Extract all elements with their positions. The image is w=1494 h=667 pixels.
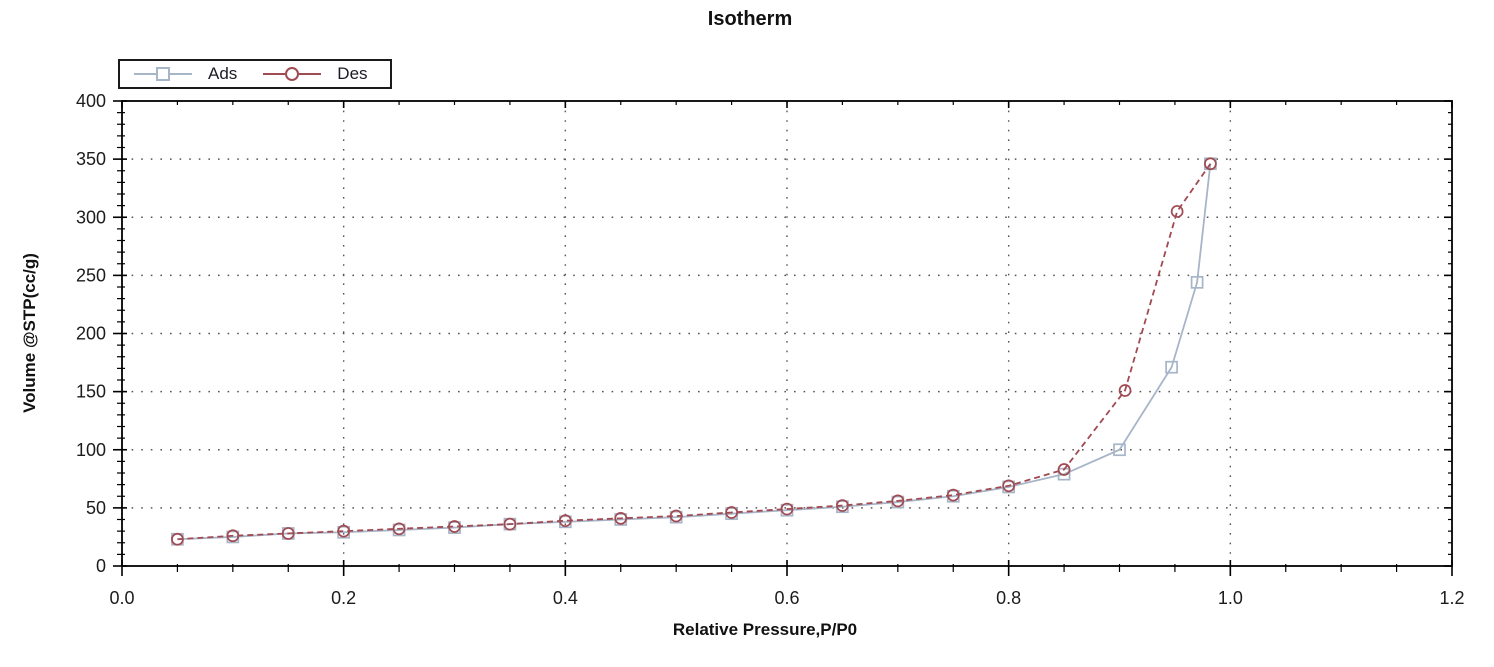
des-data-point-marker — [1170, 205, 1184, 218]
des-data-point-marker — [669, 509, 683, 523]
legend: Ads Des — [118, 59, 392, 89]
plot-frame — [121, 100, 1453, 567]
des-data-point-marker — [614, 511, 628, 525]
des-data-point-marker — [558, 514, 572, 528]
y-tick-label: 300 — [76, 207, 106, 227]
x-axis-label: Relative Pressure,P/P0 — [672, 620, 858, 639]
y-tick-label: 50 — [86, 498, 106, 518]
y-tick-label: 0 — [96, 556, 106, 576]
x-tick-label: 0.0 — [109, 588, 134, 608]
x-tick-label: 1.0 — [1218, 588, 1243, 608]
ads-swatch — [134, 67, 192, 81]
y-tick-label: 150 — [76, 382, 106, 402]
x-tick-label: 0.2 — [331, 588, 356, 608]
legend-entry-des: Des — [263, 64, 368, 84]
legend-label-ads: Ads — [208, 64, 238, 83]
y-tick-label: 100 — [76, 440, 106, 460]
des-data-point-marker — [891, 494, 905, 508]
y-tick-label: 400 — [76, 91, 106, 111]
des-data-point-marker — [946, 488, 960, 502]
des-data-point-marker — [1204, 157, 1217, 171]
x-tick-label: 0.6 — [774, 588, 799, 608]
legend-entry-ads: Ads — [134, 64, 237, 84]
ads-data-point-marker — [1113, 443, 1126, 457]
des-data-point-marker — [171, 532, 184, 546]
ads-data-point-marker — [1190, 276, 1204, 289]
des-data-point-marker — [281, 527, 295, 540]
y-tick-label: 250 — [76, 265, 106, 285]
des-data-point-marker — [503, 517, 517, 531]
des-data-point-marker — [780, 502, 794, 516]
des-data-point-marker — [226, 529, 240, 543]
des-swatch — [263, 67, 322, 81]
des-series-line — [177, 163, 1212, 541]
des-data-point-marker — [1002, 479, 1016, 493]
y-tick-label: 350 — [76, 149, 106, 169]
legend-label-des: Des — [337, 64, 368, 83]
des-data-point-marker — [392, 522, 406, 536]
des-data-point-marker — [337, 524, 351, 538]
des-data-point-marker — [725, 506, 738, 519]
x-tick-label: 0.8 — [996, 588, 1021, 608]
des-data-point-marker — [836, 499, 849, 512]
x-tick-label: 1.2 — [1439, 588, 1464, 608]
square-marker-icon — [156, 67, 170, 81]
ads-data-point-marker — [1165, 360, 1178, 374]
circle-marker-icon — [285, 67, 300, 81]
chart-title: Isotherm — [707, 8, 793, 30]
ads-series-line — [177, 163, 1212, 541]
x-tick-label: 0.4 — [553, 588, 578, 608]
des-data-point-marker — [448, 520, 461, 533]
des-data-point-marker — [1057, 463, 1071, 476]
y-tick-label: 200 — [76, 324, 106, 344]
des-data-point-marker — [1118, 384, 1132, 397]
